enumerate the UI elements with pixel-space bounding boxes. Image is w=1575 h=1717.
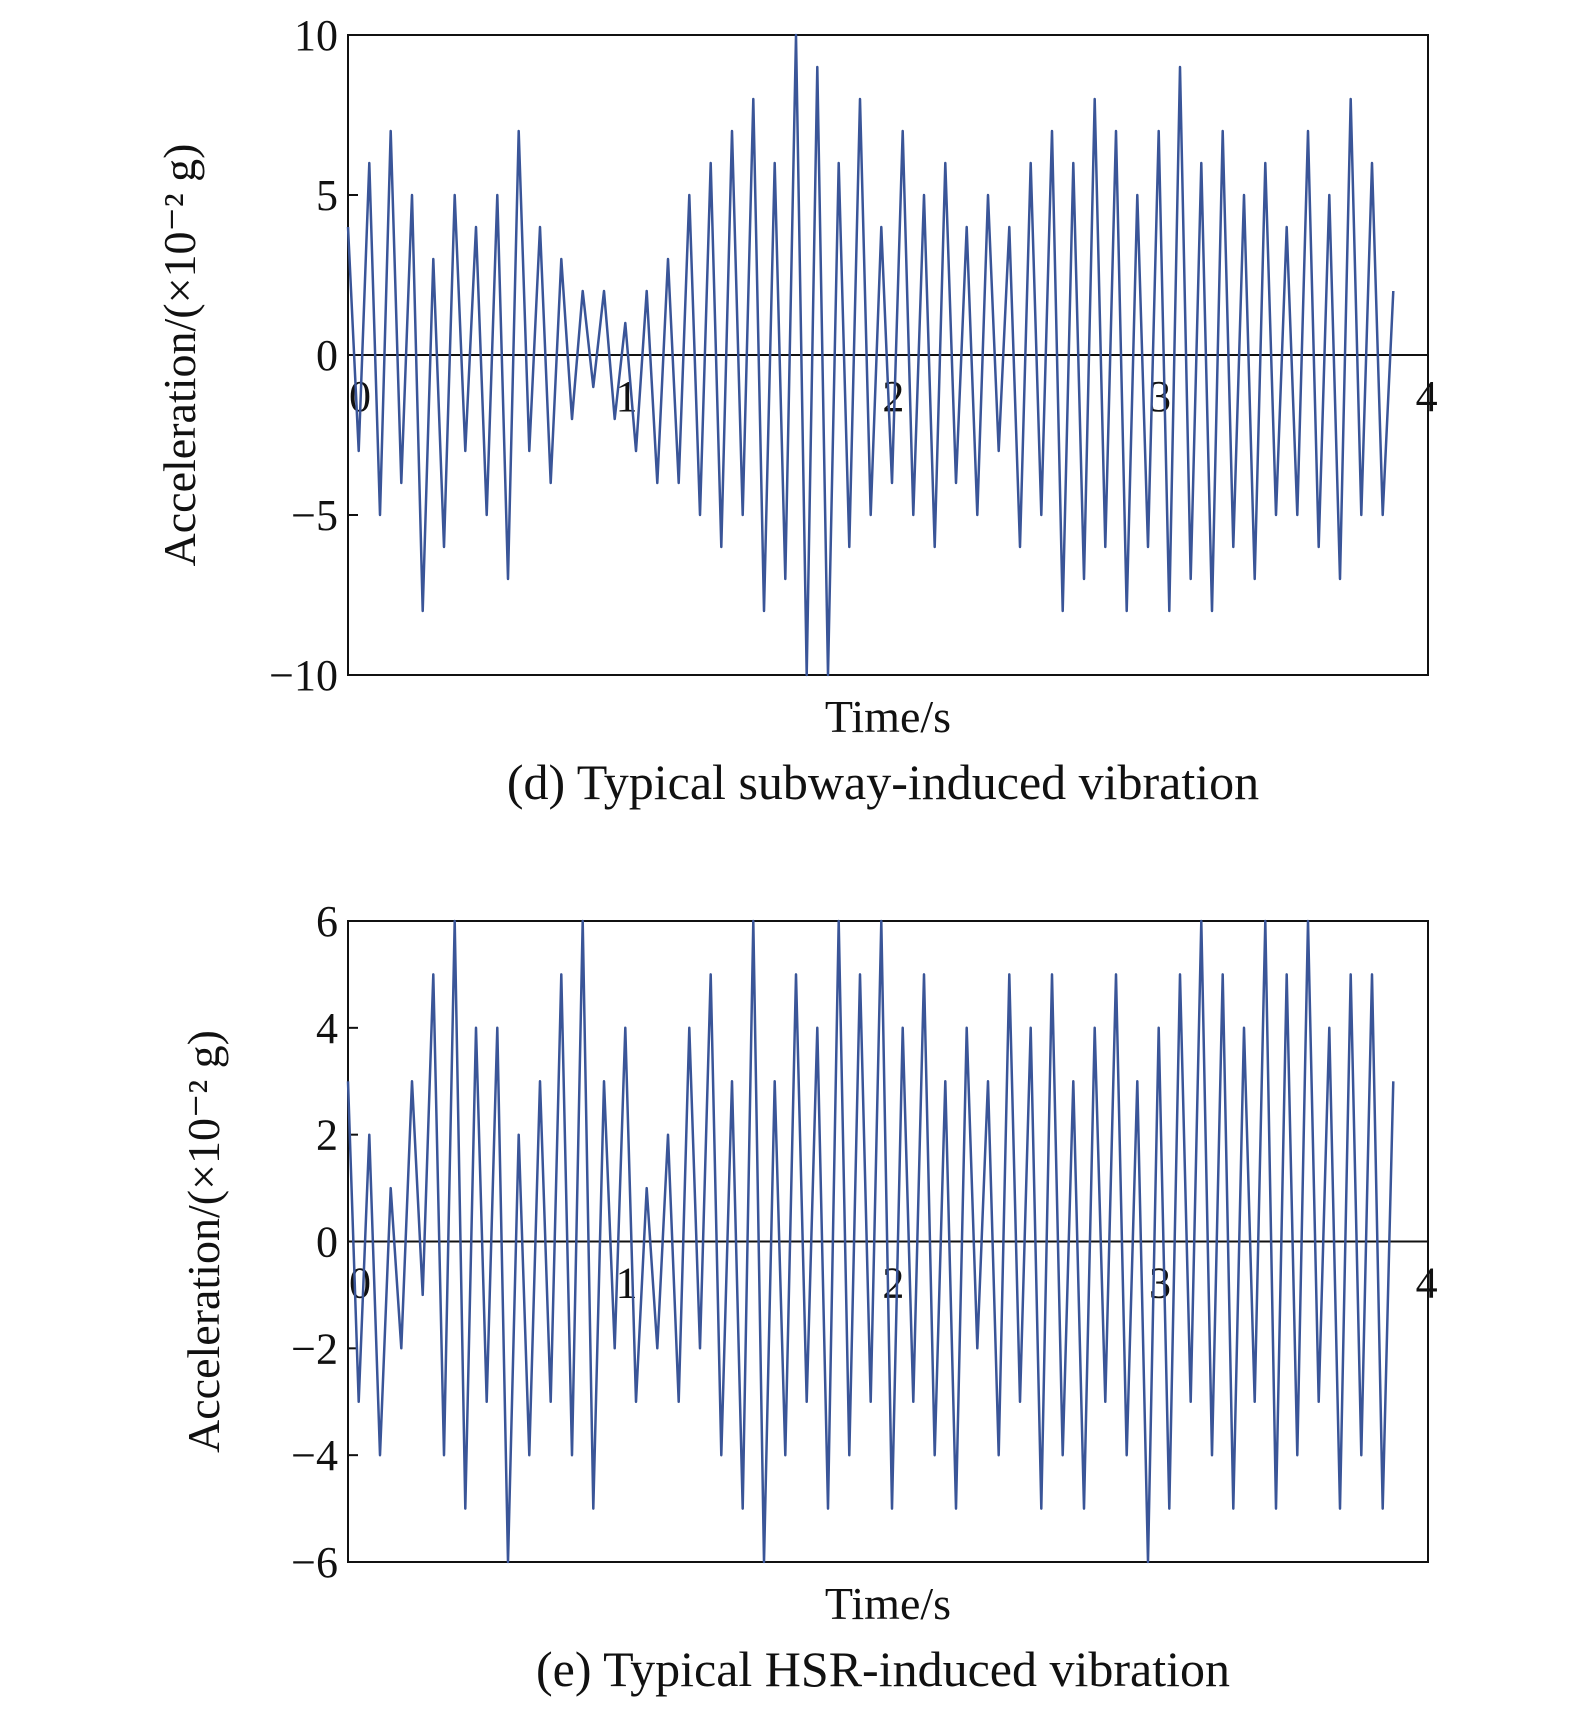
x-tick-label: 0 [349,1259,371,1308]
signal-line [346,33,1395,677]
x-axis-label: Time/s [825,691,951,742]
y-tick-label: 6 [316,897,338,946]
x-tick-label: 4 [1416,1259,1438,1308]
signal-line [346,919,1395,1564]
y-tick-label: 2 [316,1111,338,1160]
y-tick-label: −10 [269,651,338,700]
y-axis-label: Acceleration/(×10⁻² g) [154,144,205,567]
chart-caption: (e) Typical HSR-induced vibration [536,1641,1230,1697]
x-tick-label: 4 [1416,372,1438,421]
y-tick-label: −5 [291,491,338,540]
y-tick-label: 0 [316,331,338,380]
chart-caption: (d) Typical subway-induced vibration [507,754,1259,810]
y-tick-label: 10 [294,11,338,60]
y-tick-label: 4 [316,1004,338,1053]
x-axis-label: Time/s [825,1578,951,1629]
y-tick-label: −6 [291,1538,338,1587]
y-axis-label: Acceleration/(×10⁻² g) [178,1030,229,1453]
y-tick-label: 0 [316,1218,338,1267]
y-tick-label: −4 [291,1431,338,1480]
x-tick-label: 1 [616,1259,638,1308]
y-tick-label: 5 [316,171,338,220]
x-tick-label: 2 [882,1259,904,1308]
y-tick-label: −2 [291,1324,338,1373]
